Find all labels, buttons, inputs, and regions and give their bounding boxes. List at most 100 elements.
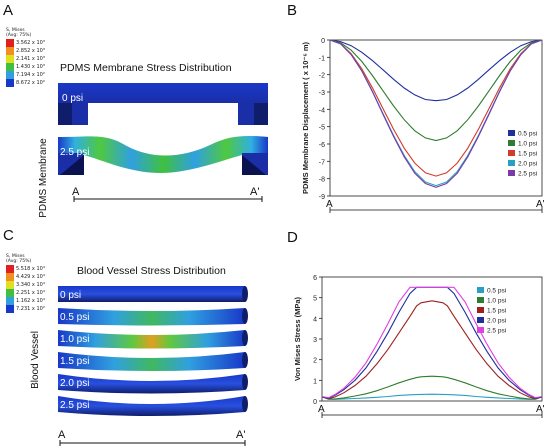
- vessel-end-a-prime: A': [236, 429, 245, 441]
- stress-legend-label: 1.0 psi: [487, 298, 506, 305]
- stress-legend-label: 2.0 psi: [487, 318, 506, 325]
- legend-c-row: 1.162 x 10⁴: [6, 296, 45, 305]
- displacement-legend-label: 0.5 psi: [518, 131, 537, 138]
- membrane-0psi-top: [58, 83, 268, 103]
- displacement-legend-label: 2.5 psi: [518, 171, 537, 178]
- legend-c-swatch: [6, 280, 14, 289]
- displacement-y-tick-label: -2: [319, 73, 325, 80]
- stress-y-tick-label: 4: [313, 316, 317, 323]
- vessel-state-label: 2.0 psi: [60, 378, 89, 389]
- membrane-2-5psi-left-shadow: [60, 155, 84, 175]
- legend-a-header-1: S, Mises: [6, 28, 25, 33]
- panel-letter-d: D: [287, 229, 298, 246]
- displacement-x-end-a-prime: A': [536, 199, 545, 210]
- displacement-y-tick-label: -3: [319, 90, 325, 97]
- membrane-plot-title: PDMS Membrane Stress Distribution: [60, 62, 232, 74]
- stress-y-axis-label: Von Mises Stress (MPa): [293, 296, 302, 381]
- stress-legend-label: 0.5 psi: [487, 288, 506, 295]
- displacement-y-axis-label: PDMS Membrane Displacement ( x 10⁻⁶ m): [301, 41, 310, 194]
- membrane-0psi-left-shadow: [58, 103, 72, 125]
- panel-letter-b: B: [287, 2, 298, 19]
- stress-legend-swatch: [477, 327, 484, 333]
- vessel-state-label: 0.5 psi: [60, 312, 89, 323]
- stress-chart: 0 1 2 3 4 5 6 Von Mises Stress (MPa) A A' 0.5 psi 1…: [293, 275, 545, 418]
- vessel-segment: [58, 396, 245, 416]
- legend-c-value: 4.429 x 10⁴: [16, 273, 45, 280]
- membrane-end-a: A: [72, 186, 80, 198]
- stress-legend-label: 2.5 psi: [487, 328, 506, 335]
- legend-a-swatch: [6, 54, 14, 63]
- panel-letter-a: A: [3, 2, 14, 19]
- stress-series-line: [321, 286, 543, 399]
- legend-c-swatch: [6, 304, 14, 313]
- legend-a-row: 7.194 x 10²: [6, 70, 45, 79]
- membrane-2-5psi-deformed: [58, 135, 268, 175]
- legend-a-row: 1.430 x 10³: [6, 62, 45, 71]
- vessel-end-cap: [242, 330, 248, 346]
- stress-legend-label: 1.5 psi: [487, 308, 506, 315]
- legend-c-row: 4.429 x 10⁴: [6, 272, 45, 281]
- legend-c-value: 2.251 x 10⁴: [16, 289, 45, 296]
- membrane-side-label: PDMS Membrane: [38, 138, 49, 218]
- stress-x-end-a-prime: A': [536, 404, 545, 415]
- legend-a-value: 1.430 x 10³: [16, 63, 45, 70]
- displacement-legend-swatch: [508, 130, 515, 136]
- legend-a-swatch: [6, 70, 14, 79]
- legend-a: S, Mises (Avg: 75%) 3.562 x 10³ 2.852 x 1…: [6, 28, 45, 87]
- vessel-state-label: 1.0 psi: [60, 334, 89, 345]
- legend-c: S, Mises (Avg: 75%) 5.518 x 10⁴ 4.429 x 1…: [6, 254, 45, 313]
- stress-y-tick-label: 0: [313, 399, 317, 406]
- legend-a-row: 2.141 x 10³: [6, 54, 45, 63]
- membrane-state-0psi: 0 psi: [62, 93, 83, 104]
- vessel-state-label: 0 psi: [60, 290, 81, 301]
- displacement-x-end-a: A: [326, 199, 333, 210]
- displacement-y-tick-label: -5: [319, 125, 325, 132]
- legend-c-swatch: [6, 296, 14, 305]
- vessel-segment: [58, 330, 245, 349]
- legend-a-row: 3.562 x 10³: [6, 38, 45, 47]
- legend-c-row: 5.518 x 10⁴: [6, 264, 45, 273]
- displacement-y-tick-label: -6: [319, 142, 325, 149]
- displacement-plot-frame: [329, 39, 543, 197]
- displacement-chart: 0 -1 -2 -3 -4 -5 -6 -7 -8 -9 PDMS Membrane Displac…: [301, 38, 545, 213]
- legend-a-row: 8.672 x 10⁰: [6, 78, 45, 87]
- displacement-y-tick-label: -8: [319, 177, 325, 184]
- legend-c-row: 2.251 x 10⁴: [6, 288, 45, 297]
- displacement-series-line: [329, 39, 543, 102]
- stress-legend-swatch: [477, 297, 484, 303]
- vessel-segment: [58, 308, 245, 326]
- legend-a-header-2: (Avg: 75%): [6, 33, 32, 39]
- displacement-y-tick-label: -9: [319, 194, 325, 201]
- legend-c-value: 5.518 x 10⁴: [16, 265, 45, 272]
- legend-a-swatch: [6, 62, 14, 71]
- legend-c-value: 3.340 x 10⁴: [16, 281, 45, 288]
- displacement-y-tick-label: 0: [321, 38, 325, 45]
- membrane-0psi-right-shadow: [254, 103, 268, 125]
- vessel-end-cap: [242, 308, 248, 324]
- displacement-legend-label: 2.0 psi: [518, 161, 537, 168]
- legend-c-header-2: (Avg: 75%): [6, 259, 32, 265]
- stress-series-line: [321, 375, 543, 400]
- legend-a-swatch: [6, 46, 14, 55]
- displacement-legend-label: 1.5 psi: [518, 151, 537, 158]
- legend-c-row: 7.231 x 10²: [6, 304, 45, 313]
- displacement-y-tick-label: -7: [319, 159, 325, 166]
- displacement-legend-swatch: [508, 150, 515, 156]
- vessel-state-label: 2.5 psi: [60, 400, 89, 411]
- displacement-legend-swatch: [508, 170, 515, 176]
- stress-y-tick-label: 1: [313, 378, 317, 385]
- vessel-side-label: Blood Vessel: [30, 331, 41, 389]
- displacement-legend-label: 1.0 psi: [518, 141, 537, 148]
- legend-a-value: 3.562 x 10³: [16, 39, 45, 46]
- displacement-legend-swatch: [508, 140, 515, 146]
- displacement-series-line: [329, 39, 543, 188]
- legend-c-swatch: [6, 288, 14, 297]
- legend-c-header-1: S, Mises: [6, 254, 25, 259]
- stress-legend-swatch: [477, 307, 484, 313]
- stress-series-line: [321, 286, 543, 399]
- vessel-stress-figure: Blood Vessel 0 psi 0.5 psi 1.0 psi 1.5 psi 2…: [30, 286, 248, 446]
- stress-plot-frame: [321, 276, 543, 402]
- legend-c-swatch: [6, 272, 14, 281]
- membrane-2-5psi-right-shadow: [242, 155, 266, 175]
- membrane-state-2-5psi: 2.5 psi: [60, 147, 89, 158]
